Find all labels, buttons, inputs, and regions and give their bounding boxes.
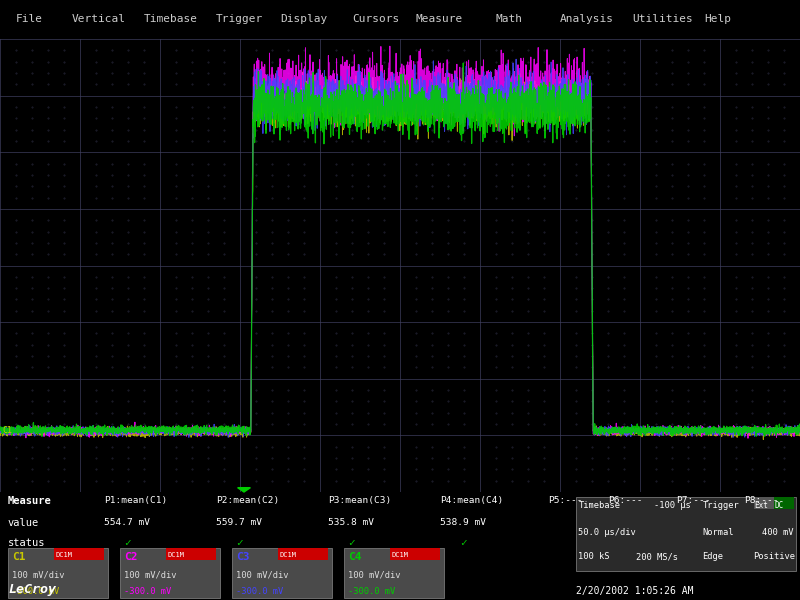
Text: Timebase: Timebase xyxy=(578,500,621,509)
Text: status: status xyxy=(8,538,46,548)
FancyBboxPatch shape xyxy=(278,548,328,560)
Text: 100 mV/div: 100 mV/div xyxy=(12,571,65,580)
Text: 200 MS/s: 200 MS/s xyxy=(636,553,678,562)
Text: P6:---: P6:--- xyxy=(608,496,642,505)
Text: Cursors: Cursors xyxy=(352,14,399,25)
Text: Normal: Normal xyxy=(702,527,734,536)
Text: Utilities: Utilities xyxy=(632,14,693,25)
Text: 2/20/2002 1:05:26 AM: 2/20/2002 1:05:26 AM xyxy=(576,586,694,596)
Text: ✓: ✓ xyxy=(348,538,354,548)
Text: DC: DC xyxy=(774,500,784,509)
FancyBboxPatch shape xyxy=(120,548,220,598)
Text: P3:mean(C3): P3:mean(C3) xyxy=(328,496,391,505)
Text: Display: Display xyxy=(280,14,327,25)
Text: 554.7 mV: 554.7 mV xyxy=(104,518,150,527)
Text: Measure: Measure xyxy=(8,496,52,506)
Text: Timebase: Timebase xyxy=(144,14,198,25)
Text: P8:---: P8:--- xyxy=(744,496,778,505)
Text: ✓: ✓ xyxy=(236,538,242,548)
Text: LeCroy: LeCroy xyxy=(8,583,56,596)
Text: 100 mV/div: 100 mV/div xyxy=(124,571,177,580)
Text: Trigger: Trigger xyxy=(216,14,263,25)
Text: -300.0 mV: -300.0 mV xyxy=(348,587,395,596)
FancyBboxPatch shape xyxy=(54,548,104,560)
FancyBboxPatch shape xyxy=(232,548,332,598)
Text: C2: C2 xyxy=(124,553,138,562)
Text: 50.0 μs/div: 50.0 μs/div xyxy=(578,527,636,536)
FancyBboxPatch shape xyxy=(390,548,440,560)
Text: DC1M: DC1M xyxy=(56,553,73,559)
Text: Analysis: Analysis xyxy=(560,14,614,25)
Text: C1: C1 xyxy=(12,553,26,562)
FancyBboxPatch shape xyxy=(344,548,444,598)
Text: Positive: Positive xyxy=(753,553,794,562)
Text: value: value xyxy=(8,518,39,528)
Text: C1: C1 xyxy=(2,425,13,434)
Text: -300.0 mV: -300.0 mV xyxy=(124,587,171,596)
Text: Vertical: Vertical xyxy=(72,14,126,25)
Text: 100 kS: 100 kS xyxy=(578,553,610,562)
Text: P1:mean(C1): P1:mean(C1) xyxy=(104,496,167,505)
Text: Ext: Ext xyxy=(754,500,768,509)
Text: 538.9 mV: 538.9 mV xyxy=(440,518,486,527)
Text: DC1M: DC1M xyxy=(280,553,297,559)
Text: Math: Math xyxy=(496,14,523,25)
Text: 535.8 mV: 535.8 mV xyxy=(328,518,374,527)
Text: -300.0 mV: -300.0 mV xyxy=(236,587,283,596)
Text: Trigger: Trigger xyxy=(702,500,739,509)
Text: ✓: ✓ xyxy=(124,538,130,548)
Text: 559.7 mV: 559.7 mV xyxy=(216,518,262,527)
Text: P5:---: P5:--- xyxy=(548,496,582,505)
FancyBboxPatch shape xyxy=(8,548,108,598)
Text: 100 mV/div: 100 mV/div xyxy=(236,571,289,580)
Text: 400 mV: 400 mV xyxy=(762,527,794,536)
Text: -100 μs: -100 μs xyxy=(654,500,691,509)
Text: Measure: Measure xyxy=(416,14,463,25)
Text: ✓: ✓ xyxy=(460,538,466,548)
FancyBboxPatch shape xyxy=(576,497,796,571)
Text: File: File xyxy=(16,14,43,25)
Text: DC1M: DC1M xyxy=(168,553,185,559)
Polygon shape xyxy=(238,488,250,492)
Text: P2:mean(C2): P2:mean(C2) xyxy=(216,496,279,505)
Text: Edge: Edge xyxy=(702,553,723,562)
Text: Help: Help xyxy=(704,14,731,25)
Text: C4: C4 xyxy=(348,553,362,562)
FancyBboxPatch shape xyxy=(166,548,216,560)
Text: 100 mV/div: 100 mV/div xyxy=(348,571,401,580)
Text: -300.0 mV: -300.0 mV xyxy=(12,587,59,596)
Text: P7:---: P7:--- xyxy=(676,496,710,505)
FancyBboxPatch shape xyxy=(774,497,794,509)
FancyBboxPatch shape xyxy=(754,497,774,509)
Text: P4:mean(C4): P4:mean(C4) xyxy=(440,496,503,505)
Text: C3: C3 xyxy=(236,553,250,562)
Text: DC1M: DC1M xyxy=(392,553,409,559)
